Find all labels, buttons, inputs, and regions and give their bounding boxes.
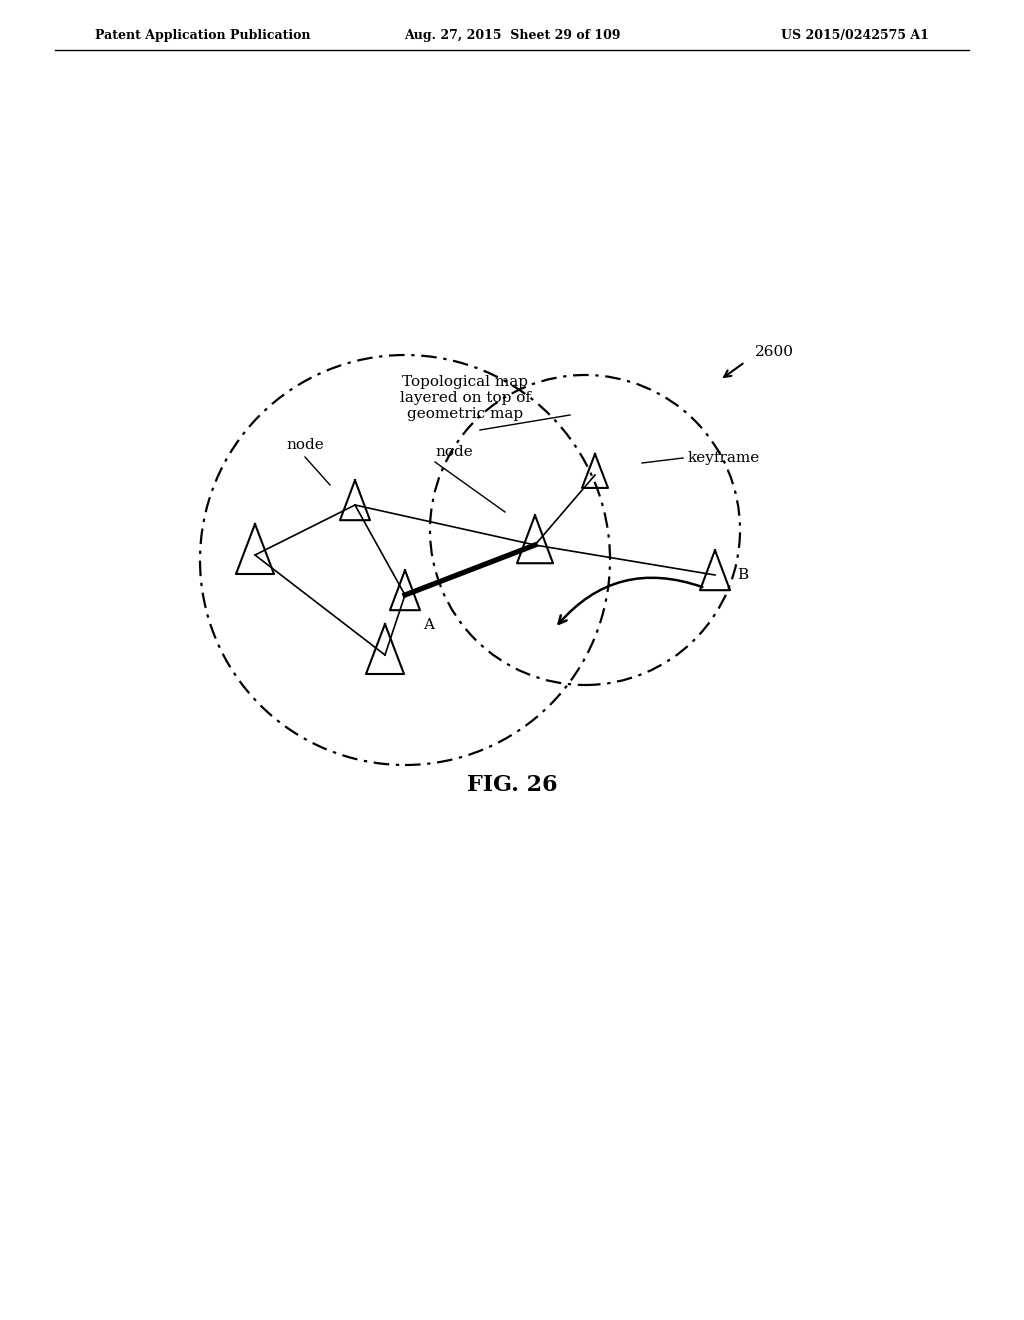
Text: B: B [737,568,749,582]
Text: node: node [286,438,324,451]
Text: Topological map
layered on top of
geometric map: Topological map layered on top of geomet… [399,375,530,421]
Text: US 2015/0242575 A1: US 2015/0242575 A1 [781,29,929,41]
Text: A: A [423,618,434,632]
Text: Aug. 27, 2015  Sheet 29 of 109: Aug. 27, 2015 Sheet 29 of 109 [403,29,621,41]
FancyArrowPatch shape [559,578,702,624]
Text: 2600: 2600 [755,345,794,359]
Text: node: node [435,445,473,459]
Text: FIG. 26: FIG. 26 [467,774,557,796]
Text: keyframe: keyframe [688,451,760,465]
Text: Patent Application Publication: Patent Application Publication [95,29,310,41]
